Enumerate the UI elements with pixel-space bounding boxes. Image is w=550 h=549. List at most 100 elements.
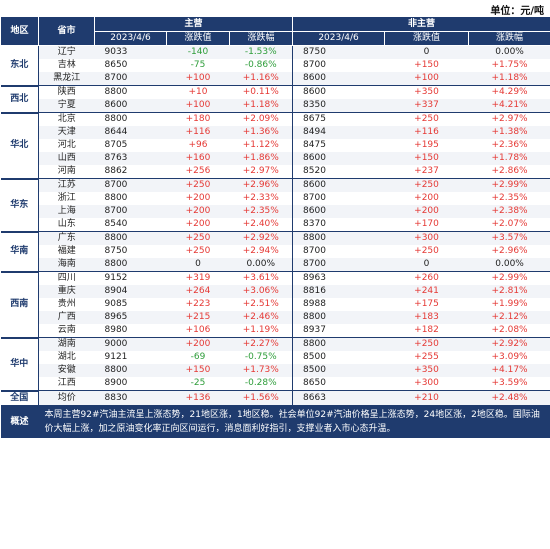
header-province: 省市 [38, 16, 95, 46]
main-change-cell: -25 [166, 377, 230, 391]
main-change-cell: -69 [190, 352, 206, 362]
province-cell: 云南 [38, 324, 95, 338]
table-row: 华北 北京 8800 +180 +2.09% 8675 +250 +2.97% [0, 112, 550, 180]
region-cell: 西南 [0, 271, 39, 339]
header-main-date: 2023/4/6 [94, 31, 167, 46]
nonmain-price-cell: 8600 [292, 152, 385, 165]
main-price-cell: 8700 [94, 72, 167, 86]
main-price-cell: 8705 [104, 140, 128, 150]
table-row: 全国 均价 8830 +136 +1.56% 8663 +210 +2.48% [0, 390, 550, 407]
region-cell: 东北 [0, 45, 39, 87]
table-row: 山西 8763 +160 +1.86% 8600 +150 +1.78% [1, 152, 550, 165]
nonmain-change-cell: +183 [384, 311, 469, 324]
province-cell: 山东 [38, 218, 95, 232]
main-change-cell: +250 [166, 231, 230, 245]
main-pct-cell: +1.16% [229, 72, 293, 86]
main-price-cell: 8862 [94, 165, 167, 179]
nonmain-price-cell: 8350 [292, 99, 385, 113]
nonmain-price-cell: 8494 [292, 126, 385, 139]
nonmain-pct-cell: +3.59% [468, 377, 550, 391]
nonmain-price-cell: 8600 [292, 205, 385, 218]
main-price-cell: 8650 [104, 60, 128, 70]
nonmain-price-cell: 8520 [292, 165, 385, 179]
main-change-cell: +160 [166, 152, 230, 165]
nonmain-change-cell: +250 [414, 114, 439, 124]
nonmain-pct-cell: +2.86% [468, 165, 550, 179]
nonmain-change-cell: +100 [384, 72, 469, 86]
province-cell: 山西 [38, 152, 95, 165]
province-cell: 宁夏 [38, 99, 95, 113]
header-region: 地区 [0, 16, 39, 46]
province-cell: 吉林 [57, 60, 76, 70]
nonmain-change-cell: +350 [384, 364, 469, 377]
region-cell: 华东 [0, 178, 39, 233]
main-pct-cell: +2.40% [229, 218, 293, 232]
header-non-change: 涨跌值 [384, 31, 470, 46]
table-row: 华南 广东 8800 +250 +2.92% 8800 +300 +3.57% [0, 231, 550, 273]
main-price-cell: 8800 [94, 231, 167, 245]
main-price-cell: 8965 [94, 311, 167, 324]
province-cell: 天津 [38, 126, 95, 139]
nonmain-price-cell: 8700 [292, 245, 385, 258]
nonmain-pct-cell: +2.97% [491, 114, 528, 124]
nonmain-price-cell: 8963 [292, 271, 385, 285]
nonmain-pct-cell: +4.29% [491, 87, 528, 97]
main-pct-cell: +1.86% [229, 152, 293, 165]
main-change-cell: +200 [166, 337, 230, 351]
nonmain-pct-cell: +2.81% [468, 285, 550, 298]
main-change-cell: +180 [185, 114, 211, 124]
nonmain-change-cell: +195 [414, 140, 439, 150]
main-pct-cell: +3.06% [229, 285, 293, 298]
nonmain-price-cell: 8800 [292, 231, 385, 245]
main-pct-cell: +2.35% [229, 205, 293, 218]
nonmain-pct-cell: +3.57% [468, 231, 550, 245]
main-change-cell: +200 [185, 193, 211, 203]
province-cell: 广东 [38, 231, 95, 245]
nonmain-pct-cell: +2.12% [468, 311, 550, 324]
table-row: 山东 8540 +200 +2.40% 8370 +170 +2.07% [1, 218, 550, 232]
nonmain-change-cell: +200 [414, 193, 439, 203]
table-row: 黑龙江 8700 +100 +1.16% 8600 +100 +1.18% [1, 72, 550, 86]
province-cell: 北京 [57, 114, 76, 124]
table-row: 海南 8800 0 0.00% 8700 0 0.00% [1, 258, 550, 272]
province-cell: 福建 [57, 246, 76, 256]
main-price-cell: 8600 [94, 99, 167, 113]
nonmain-pct-cell: +2.36% [491, 140, 528, 150]
nonmain-change-cell: +260 [414, 273, 439, 283]
table-row: 云南 8980 +106 +1.19% 8937 +182 +2.08% [1, 324, 550, 338]
main-pct-cell: +1.12% [242, 140, 279, 150]
province-cell: 河南 [38, 165, 95, 179]
main-price-cell: 8700 [94, 178, 167, 192]
nonmain-pct-cell: +2.92% [468, 337, 550, 351]
province-cell: 广西 [38, 311, 95, 324]
table-row: 安徽 8800 +150 +1.73% 8500 +350 +4.17% [1, 364, 550, 377]
nonmain-pct-cell: +2.99% [468, 178, 550, 192]
nonmain-pct-cell: +2.38% [468, 205, 550, 218]
main-price-cell: 8904 [94, 285, 167, 298]
main-pct-cell: +2.51% [242, 299, 279, 309]
main-change-cell: +215 [166, 311, 230, 324]
table-row: 重庆 8904 +264 +3.06% 8816 +241 +2.81% [1, 285, 550, 298]
main-price-cell: 9121 [104, 352, 128, 362]
main-price-cell: 8540 [94, 218, 167, 232]
main-price-cell: 8830 [94, 390, 167, 406]
main-price-cell: 9033 [94, 45, 167, 59]
province-cell: 上海 [38, 205, 95, 218]
main-pct-cell: +1.73% [229, 364, 293, 377]
main-pct-cell: -0.28% [229, 377, 293, 391]
main-pct-cell: +1.18% [229, 99, 293, 113]
table-row: 西北 陕西 8800 +10 +0.11% 8600 +350 +4.29% [0, 85, 550, 114]
province-cell: 江西 [38, 377, 95, 391]
main-pct-cell: 0.00% [229, 258, 293, 272]
nonmain-pct-cell: +1.38% [468, 126, 550, 139]
header-non-date: 2023/4/6 [292, 31, 386, 46]
main-change-cell: +96 [188, 140, 208, 150]
table-row: 宁夏 8600 +100 +1.18% 8350 +337 +4.21% [1, 99, 550, 113]
main-pct-cell: -1.53% [229, 45, 293, 59]
main-change-cell: 0 [166, 258, 230, 272]
table-row: 天津 8644 +116 +1.36% 8494 +116 +1.38% [1, 126, 550, 139]
nonmain-price-cell: 8663 [292, 390, 385, 406]
main-pct-cell: +2.92% [229, 231, 293, 245]
main-pct-cell: +1.56% [229, 390, 293, 406]
main-price-cell: 8900 [94, 377, 167, 391]
